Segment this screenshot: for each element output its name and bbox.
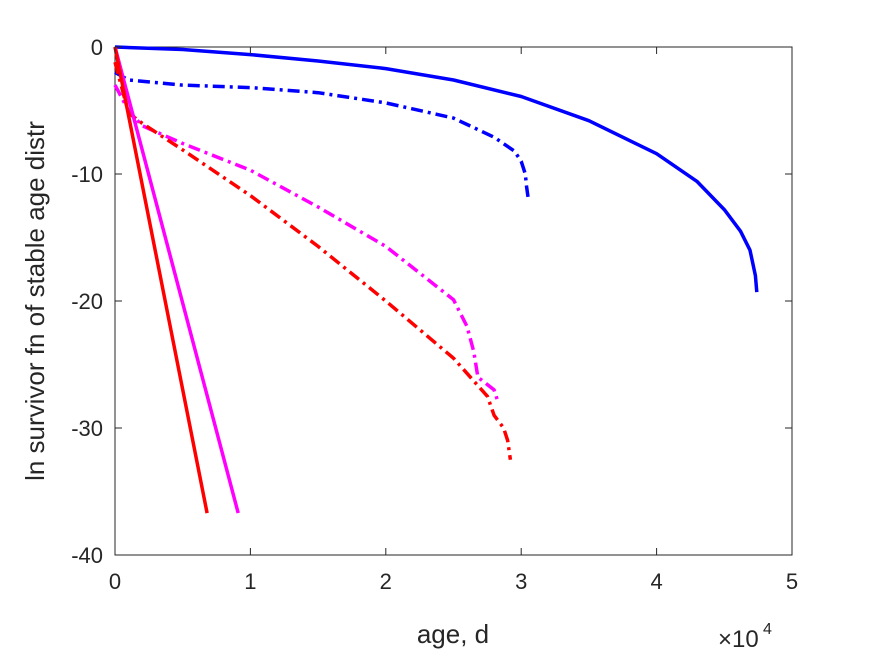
x-axis-label: age, d (417, 619, 489, 649)
y-tick-label: -20 (71, 289, 103, 314)
series-line-2 (114, 70, 530, 198)
x-tick-label: 3 (515, 569, 527, 594)
x-multiplier-label: ×10 (718, 626, 759, 653)
y-tick-label: 0 (91, 35, 103, 60)
y-axis-label: ln survivor fn of stable age distr (20, 121, 50, 481)
y-tick-label: -10 (71, 162, 103, 187)
x-tick-label: 5 (786, 569, 798, 594)
series-line-6 (113, 46, 209, 514)
series-layer (113, 45, 759, 514)
series-line-5 (113, 46, 240, 514)
x-tick-label: 4 (650, 569, 662, 594)
series-line-4 (113, 61, 513, 461)
x-tick-label: 1 (244, 569, 256, 594)
series-line-1 (114, 45, 759, 293)
x-multiplier-exponent: 4 (763, 621, 772, 638)
tick-layer: 0 1 2 3 4 5 0 -10 -20 -30 -40 (71, 35, 798, 594)
y-tick-label: -30 (71, 416, 103, 441)
x-tick-label: 2 (380, 569, 392, 594)
x-tick-label: 0 (109, 569, 121, 594)
y-tick-label: -40 (71, 543, 103, 568)
